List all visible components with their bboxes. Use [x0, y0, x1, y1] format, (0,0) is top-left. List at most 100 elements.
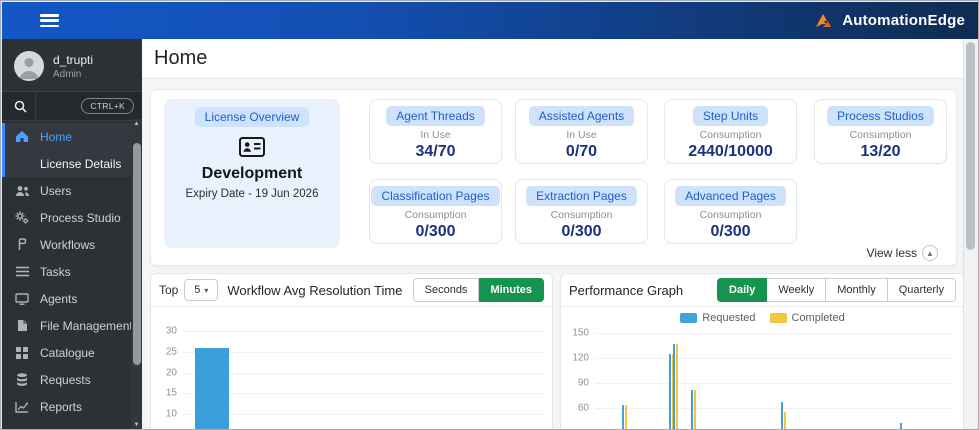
page-scrollbar-thumb[interactable]: [966, 42, 975, 250]
bar-requested: [621, 405, 624, 429]
quarterly-button[interactable]: Quarterly: [887, 278, 956, 302]
database-icon: [14, 373, 30, 386]
stat-card-value: 0/70: [565, 143, 598, 160]
performance-panel-header: Performance Graph Daily Weekly Monthly Q…: [561, 274, 964, 307]
view-less-label: View less: [866, 246, 917, 260]
workflow-panel-header: Top 5 ▾ Workflow Avg Resolution Time Sec…: [151, 274, 552, 307]
workflow-chart-canvas: 30 25 20 15 10: [151, 307, 552, 429]
bar-requested: [668, 353, 671, 429]
stat-card-value: 0/300: [561, 223, 602, 240]
workflow-panel-title: Workflow Avg Resolution Time: [227, 282, 403, 298]
legend-item-completed: Completed: [769, 312, 845, 324]
sidebar-item-file-management[interactable]: File Management: [2, 312, 142, 339]
content-header: Home: [142, 39, 965, 79]
sidebar-item-license-details[interactable]: License Details: [5, 150, 142, 177]
gridline: [183, 414, 545, 415]
sidebar-item-catalogue[interactable]: Catalogue: [2, 339, 142, 366]
seconds-button[interactable]: Seconds: [412, 278, 480, 302]
bar-requested: [780, 402, 783, 429]
gridline: [183, 372, 545, 374]
sidebar-item-process-studio[interactable]: Process Studio: [2, 204, 142, 231]
top-n-value: 5: [194, 284, 201, 296]
stat-card-title: Agent Threads: [386, 106, 485, 126]
sidebar-item-label: Process Studio: [40, 210, 121, 225]
home-icon: [14, 130, 30, 143]
grid-icon: [14, 346, 30, 359]
y-tick-label: 20: [165, 367, 177, 378]
stat-card-extraction-pages: Extraction Pages Consumption 0/300: [515, 179, 648, 244]
sidebar-item-label: Workflows: [40, 237, 96, 252]
sidebar-item-label: Catalogue: [40, 345, 95, 360]
active-nav-group: Home License Details: [2, 123, 142, 177]
performance-chart-canvas: 150 120 90 60: [561, 274, 964, 429]
view-less-link[interactable]: View less ▲: [867, 245, 938, 261]
brand-text: AutomationEdge: [842, 12, 965, 29]
sidebar-item-agents[interactable]: Agents: [2, 285, 142, 312]
automationedge-logo-icon: [814, 12, 836, 30]
bar-completed: [694, 390, 697, 429]
sidebar-item-label: Users: [40, 183, 72, 198]
monthly-button[interactable]: Monthly: [826, 278, 888, 302]
sidebar-scrollbar[interactable]: ▲ ▼: [131, 119, 142, 429]
page-title: Home: [154, 47, 208, 69]
stat-card-advanced-pages: Advanced Pages Consumption 0/300: [664, 179, 797, 244]
sidebar-item-reports[interactable]: Reports: [2, 393, 142, 420]
top-n-select[interactable]: 5 ▾: [184, 279, 219, 301]
sidebar-item-workflows[interactable]: Workflows: [2, 231, 142, 258]
sidebar-scrollbar-thumb[interactable]: [132, 143, 141, 365]
bar-completed: [624, 405, 627, 429]
user-block[interactable]: d_trupti Admin: [2, 39, 142, 91]
brand-logo: AutomationEdge: [814, 12, 965, 30]
sidebar-search[interactable]: CTRL+K: [2, 91, 142, 121]
chart-line-icon: [14, 401, 30, 413]
y-tick-label: 10: [165, 408, 177, 420]
stat-card-title: Assisted Agents: [528, 106, 635, 126]
gridline: [183, 351, 545, 353]
weekly-button[interactable]: Weekly: [767, 278, 827, 302]
bar-requested: [900, 422, 903, 429]
main-content: Home License Overview Development Expiry…: [142, 39, 965, 429]
legend-label: Requested: [702, 312, 756, 324]
search-input[interactable]: CTRL+K: [35, 92, 134, 120]
sidebar-item-home[interactable]: Home: [5, 123, 142, 150]
gridline: [595, 382, 953, 384]
bar-requested: [673, 343, 676, 429]
stat-card-classification-pages: Classification Pages Consumption 0/300: [369, 179, 502, 244]
unit-toggle: Seconds Minutes: [412, 278, 544, 302]
topbar: AutomationEdge: [2, 2, 978, 39]
bar-completed: [783, 412, 786, 429]
stat-card-process-studios: Process Studios Consumption 13/20: [814, 99, 947, 164]
stat-card-subtitle: In Use: [566, 129, 597, 141]
y-tick-label: 120: [572, 352, 589, 364]
bar-completed: [676, 343, 679, 429]
avatar: [14, 51, 44, 81]
stat-card-value: 0/300: [710, 223, 751, 240]
minutes-button[interactable]: Minutes: [479, 278, 544, 302]
bar: [194, 347, 229, 429]
menu-toggle-icon[interactable]: [40, 14, 59, 27]
license-type: Development: [201, 165, 303, 182]
scroll-down-icon[interactable]: ▼: [133, 422, 140, 428]
search-shortcut-badge: CTRL+K: [81, 98, 134, 114]
stat-card-value: 0/300: [415, 223, 456, 240]
page-scrollbar[interactable]: [963, 39, 977, 428]
stat-card-value: 34/70: [415, 143, 456, 160]
sidebar-item-requests[interactable]: Requests: [2, 366, 142, 393]
sidebar-item-users[interactable]: Users: [2, 177, 142, 204]
performance-panel-title: Performance Graph: [569, 282, 684, 298]
sidebar: d_trupti Admin CTRL+K Home Lic: [2, 39, 142, 429]
completed-swatch: [769, 313, 787, 323]
id-card-icon: [164, 137, 340, 157]
scroll-up-icon[interactable]: ▲: [133, 121, 140, 127]
sidebar-item-label: License Details: [40, 156, 122, 171]
sidebar-item-tasks[interactable]: Tasks: [2, 258, 142, 285]
stat-card-subtitle: Consumption: [550, 209, 613, 221]
stat-card-title: Advanced Pages: [675, 186, 786, 206]
stat-card-subtitle: Consumption: [699, 209, 762, 221]
y-tick-label: 30: [165, 325, 177, 337]
performance-graph-panel: Performance Graph Daily Weekly Monthly Q…: [560, 273, 965, 429]
user-name: d_trupti: [53, 52, 94, 67]
daily-button[interactable]: Daily: [717, 278, 768, 302]
sidebar-menu: Home License Details Users Process Studi…: [2, 121, 142, 420]
